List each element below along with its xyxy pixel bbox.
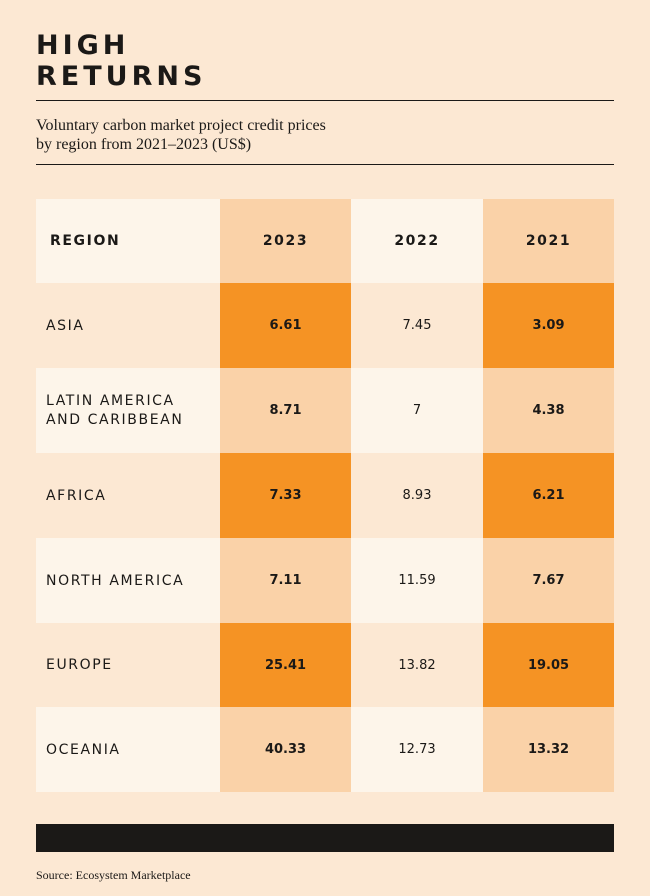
cell-latin-america-2022: 7 bbox=[351, 368, 483, 453]
cell-north-america-2023: 7.11 bbox=[220, 538, 351, 623]
subtitle-line-2: by region from 2021–2023 (US$) bbox=[36, 136, 252, 153]
cell-north-america-2022: 11.59 bbox=[351, 538, 483, 623]
footer-bar bbox=[36, 824, 614, 852]
cell-europe-2021: 19.05 bbox=[483, 623, 614, 707]
cell-asia-2021: 3.09 bbox=[483, 283, 614, 368]
region-oceania: OCEANIA bbox=[36, 707, 220, 792]
header-region: REGION bbox=[36, 199, 220, 283]
chart-subtitle: Voluntary carbon market project credit p… bbox=[36, 116, 614, 154]
header-2021: 2021 bbox=[483, 199, 614, 283]
region-europe: EUROPE bbox=[36, 623, 220, 707]
price-table: REGION 2023 2022 2021 ASIA 6.61 7.45 3.0… bbox=[36, 199, 614, 792]
cell-oceania-2021: 13.32 bbox=[483, 707, 614, 792]
chart-title: HIGH RETURNS bbox=[36, 30, 206, 92]
cell-oceania-2022: 12.73 bbox=[351, 707, 483, 792]
cell-oceania-2023: 40.33 bbox=[220, 707, 351, 792]
header-2022: 2022 bbox=[351, 199, 483, 283]
region-africa: AFRICA bbox=[36, 453, 220, 538]
cell-africa-2021: 6.21 bbox=[483, 453, 614, 538]
subtitle-divider bbox=[36, 164, 614, 165]
cell-north-america-2021: 7.67 bbox=[483, 538, 614, 623]
cell-asia-2023: 6.61 bbox=[220, 283, 351, 368]
cell-europe-2022: 13.82 bbox=[351, 623, 483, 707]
cell-europe-2023: 25.41 bbox=[220, 623, 351, 707]
cell-africa-2022: 8.93 bbox=[351, 453, 483, 538]
cell-africa-2023: 7.33 bbox=[220, 453, 351, 538]
region-north-america: NORTH AMERICA bbox=[36, 538, 220, 623]
title-divider bbox=[36, 100, 614, 101]
source-note: Source: Ecosystem Marketplace bbox=[36, 868, 191, 882]
region-latin-america: LATIN AMERICA AND CARIBBEAN bbox=[36, 368, 220, 453]
cell-latin-america-2023: 8.71 bbox=[220, 368, 351, 453]
subtitle-line-1: Voluntary carbon market project credit p… bbox=[36, 117, 326, 134]
cell-asia-2022: 7.45 bbox=[351, 283, 483, 368]
title-line-2: RETURNS bbox=[36, 61, 207, 92]
cell-latin-america-2021: 4.38 bbox=[483, 368, 614, 453]
header-2023: 2023 bbox=[220, 199, 351, 283]
title-line-1: HIGH bbox=[36, 30, 130, 61]
region-asia: ASIA bbox=[36, 283, 220, 368]
